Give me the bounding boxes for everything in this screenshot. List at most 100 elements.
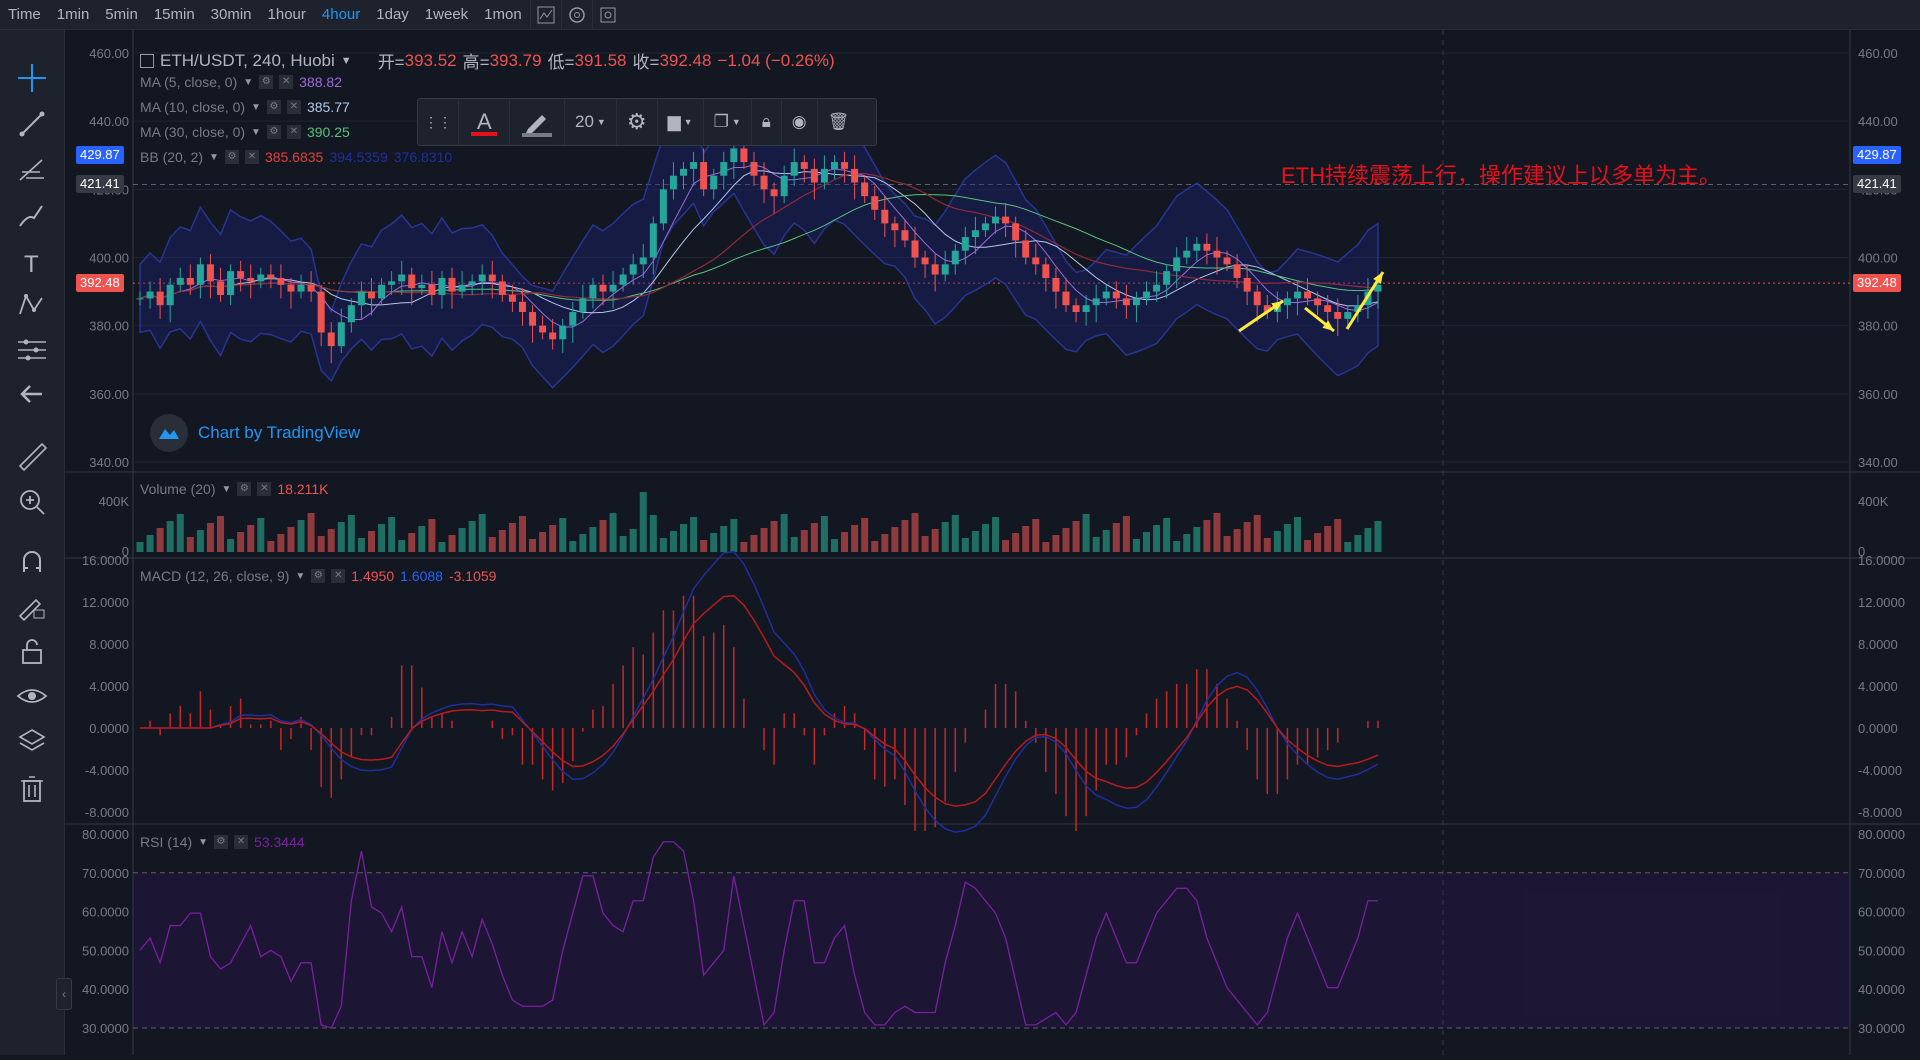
- volume-bar: [1233, 529, 1241, 552]
- pane-indicator-value: 1.6088: [400, 568, 443, 584]
- volume-bar: [539, 532, 547, 552]
- indicator-close-icon[interactable]: ✕: [286, 125, 301, 139]
- layers-dropdown[interactable]: ▆ ▼: [658, 99, 704, 145]
- timeframe-1hour[interactable]: 1hour: [267, 6, 306, 23]
- forecast-icon[interactable]: [12, 330, 52, 370]
- indicator-label[interactable]: BB (20, 2): [140, 149, 204, 165]
- volume-bar: [790, 537, 798, 552]
- line-color-button[interactable]: [510, 99, 565, 145]
- timeframe-15min[interactable]: 15min: [153, 6, 195, 23]
- candle-body: [941, 264, 949, 275]
- tradingview-watermark[interactable]: Chart by TradingView: [150, 414, 360, 452]
- pane-close-icon[interactable]: ✕: [257, 482, 272, 496]
- indicators-icon[interactable]: [529, 0, 561, 29]
- ruler-icon[interactable]: [12, 436, 52, 476]
- pattern-icon[interactable]: [12, 286, 52, 326]
- pane-indicator-label[interactable]: RSI (14): [140, 834, 193, 850]
- timeframe-time[interactable]: Time: [8, 6, 41, 23]
- visibility-button[interactable]: ◉: [782, 99, 818, 145]
- pane-indicator-label[interactable]: Volume (20): [140, 481, 216, 497]
- chevron-down-icon[interactable]: ▼: [221, 483, 232, 495]
- magnet-icon[interactable]: [12, 542, 52, 582]
- volume-bar: [599, 520, 607, 552]
- chart-area[interactable]: 460.00460.00440.00440.00420.00420.00400.…: [64, 30, 1920, 1055]
- settings-button[interactable]: ⚙: [617, 99, 658, 145]
- eye-icon[interactable]: [12, 676, 52, 716]
- unlock-icon[interactable]: [12, 630, 52, 670]
- chart-annotation-text[interactable]: ETH持续震荡上行，操作建议上以多单为主。: [1281, 163, 1722, 188]
- chevron-down-icon[interactable]: ▼: [251, 101, 261, 113]
- indicator-close-icon[interactable]: ✕: [286, 100, 301, 114]
- candle-body: [1203, 243, 1211, 251]
- volume-bar: [951, 515, 959, 552]
- settings-icon[interactable]: [560, 0, 592, 29]
- timeframe-1min[interactable]: 1min: [56, 6, 90, 23]
- volume-bar: [1012, 533, 1020, 552]
- indicator-close-icon[interactable]: ✕: [279, 75, 294, 89]
- indicator-label[interactable]: MA (10, close, 0): [140, 99, 246, 115]
- candle-body: [871, 196, 879, 210]
- timeframe-1mon[interactable]: 1mon: [484, 6, 522, 23]
- rsi-pane-legend: RSI (14) ▼ ⚙ ✕ 53.3444: [140, 834, 305, 850]
- lock-button[interactable]: 🔒︎: [752, 99, 782, 145]
- candle-body: [911, 240, 919, 258]
- clone-dropdown[interactable]: ❐ ▼: [704, 99, 752, 145]
- pane-indicator-label[interactable]: MACD (12, 26, close, 9): [140, 568, 290, 584]
- volume-bar: [478, 514, 486, 552]
- pane-settings-icon[interactable]: ⚙: [237, 482, 252, 496]
- symbol-title[interactable]: ETH/USDT, 240, Huobi: [160, 50, 335, 70]
- indicator-settings-icon[interactable]: ⚙: [259, 75, 274, 89]
- timeframe-4hour[interactable]: 4hour: [321, 6, 361, 23]
- pane-close-icon[interactable]: ✕: [331, 569, 346, 583]
- volume-bar: [196, 530, 204, 552]
- text-color-button[interactable]: A: [459, 99, 510, 145]
- pane-settings-icon[interactable]: ⚙: [214, 835, 229, 849]
- drag-handle-icon[interactable]: ⋮⋮: [418, 99, 459, 145]
- candle-body: [186, 277, 194, 285]
- timeframe-5min[interactable]: 5min: [105, 6, 138, 23]
- candle-body: [951, 250, 959, 265]
- collapse-sidebar-handle[interactable]: ‹: [56, 978, 72, 1010]
- back-arrow-icon[interactable]: [12, 374, 52, 414]
- screenshot-icon[interactable]: [591, 0, 623, 29]
- delete-button[interactable]: 🗑︎: [818, 99, 860, 145]
- candle-body: [1002, 216, 1010, 224]
- volume-bar: [1344, 542, 1352, 552]
- line-width-dropdown[interactable]: 20 ▼: [565, 99, 617, 145]
- candle-body: [1293, 291, 1301, 299]
- indicator-settings-icon[interactable]: ⚙: [266, 125, 281, 139]
- timeframe-1week[interactable]: 1week: [424, 6, 469, 23]
- volume-bar: [227, 539, 235, 552]
- collapse-icon[interactable]: [140, 53, 154, 68]
- trash-icon[interactable]: [12, 768, 52, 808]
- pane-settings-icon[interactable]: ⚙: [311, 569, 326, 583]
- indicator-legend-2: MA (30, close, 0) ▼ ⚙ ✕ 390.25: [140, 124, 350, 140]
- crosshair-icon[interactable]: [12, 58, 52, 98]
- pane-close-icon[interactable]: ✕: [234, 835, 249, 849]
- indicator-settings-icon[interactable]: ⚙: [224, 150, 239, 164]
- indicator-settings-icon[interactable]: ⚙: [266, 100, 281, 114]
- chevron-down-icon[interactable]: ▼: [243, 76, 254, 88]
- indicator-label[interactable]: MA (5, close, 0): [140, 74, 238, 90]
- trend-line-icon[interactable]: [12, 104, 52, 144]
- chevron-down-icon[interactable]: ▼: [251, 126, 261, 138]
- zoom-in-icon[interactable]: [12, 482, 52, 522]
- volume-bar: [186, 537, 194, 552]
- indicator-label[interactable]: MA (30, close, 0): [140, 124, 246, 140]
- chevron-down-icon[interactable]: ▼: [295, 570, 306, 582]
- chevron-down-icon[interactable]: ▼: [209, 151, 219, 163]
- timeframe-30min[interactable]: 30min: [210, 6, 252, 23]
- indicator-close-icon[interactable]: ✕: [244, 150, 259, 164]
- lock-draw-icon[interactable]: [12, 586, 52, 626]
- brush-icon[interactable]: [12, 196, 52, 236]
- volume-bar: [1042, 542, 1050, 552]
- chart-canvas[interactable]: 460.00460.00440.00440.00420.00420.00400.…: [64, 30, 1920, 1055]
- candle-body: [599, 284, 607, 292]
- chevron-down-icon[interactable]: ▼: [340, 54, 352, 67]
- fib-icon[interactable]: [12, 150, 52, 190]
- layers-icon[interactable]: [12, 722, 52, 762]
- chevron-down-icon[interactable]: ▼: [198, 836, 209, 848]
- text-icon[interactable]: T: [12, 242, 52, 282]
- price-tick-right: 400.00: [1858, 251, 1898, 266]
- timeframe-1day[interactable]: 1day: [376, 6, 409, 23]
